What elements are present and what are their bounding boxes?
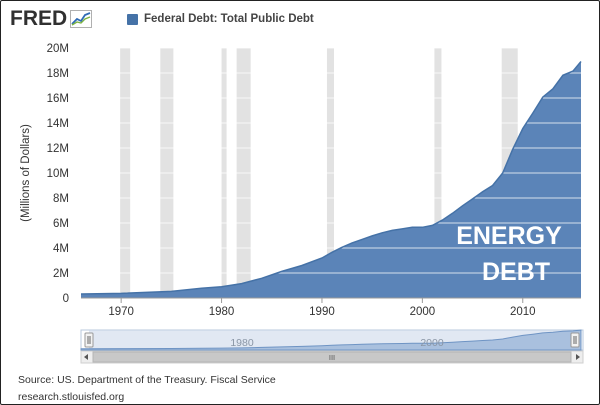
- legend-label: Federal Debt: Total Public Debt: [144, 13, 314, 25]
- y-tick-label: 14M: [47, 118, 69, 130]
- y-tick-label: 16M: [47, 93, 69, 105]
- scrollbar-grip-label: III: [329, 353, 335, 362]
- y-tick-label: 12M: [47, 143, 69, 155]
- debt-area: [81, 61, 581, 298]
- navigator-series: [80, 329, 582, 351]
- overlay-text-line2: DEBT: [482, 258, 550, 286]
- fred-logo-text: FRED: [10, 7, 68, 30]
- debt-line: [80, 61, 582, 295]
- y-tick-label: 10M: [47, 168, 69, 180]
- y-axis-title: (Millions of Dollars): [20, 124, 32, 222]
- x-tick-label: 2000: [410, 306, 436, 318]
- legend-swatch: [127, 13, 138, 25]
- scroll-left-arrow-icon[interactable]: [84, 354, 88, 360]
- x-tick-label: 1990: [309, 306, 335, 318]
- navigator-label: 1980: [230, 337, 254, 349]
- y-tick-label: 6M: [53, 218, 69, 230]
- y-tick-label: 8M: [53, 193, 69, 205]
- y-tick-label: 20M: [47, 43, 69, 55]
- scroll-right-arrow-icon[interactable]: [576, 354, 580, 360]
- navigator-right-handle[interactable]: [570, 332, 580, 348]
- y-tick-label: 18M: [47, 68, 69, 80]
- y-tick-label: 0: [63, 293, 69, 305]
- x-tick-label: 1980: [209, 306, 235, 318]
- scrollbar-thumb[interactable]: [92, 351, 572, 363]
- navigator-label: 2000: [420, 337, 444, 349]
- y-tick-label: 4M: [53, 243, 69, 255]
- overlay-text-line1: ENERGY: [456, 222, 562, 250]
- y-tick-label: 2M: [53, 268, 69, 280]
- navigator-left-handle[interactable]: [84, 332, 94, 348]
- line-graph-icon: [70, 10, 93, 28]
- x-tick-label: 1970: [108, 306, 134, 318]
- source-text: Source: US. Department of the Treasury. …: [18, 374, 276, 386]
- x-tick-label: 2010: [510, 306, 536, 318]
- legend: Federal Debt: Total Public Debt: [127, 11, 314, 27]
- fred-logo[interactable]: FRED: [10, 7, 108, 31]
- source-url[interactable]: research.stlouisfed.org: [18, 391, 125, 403]
